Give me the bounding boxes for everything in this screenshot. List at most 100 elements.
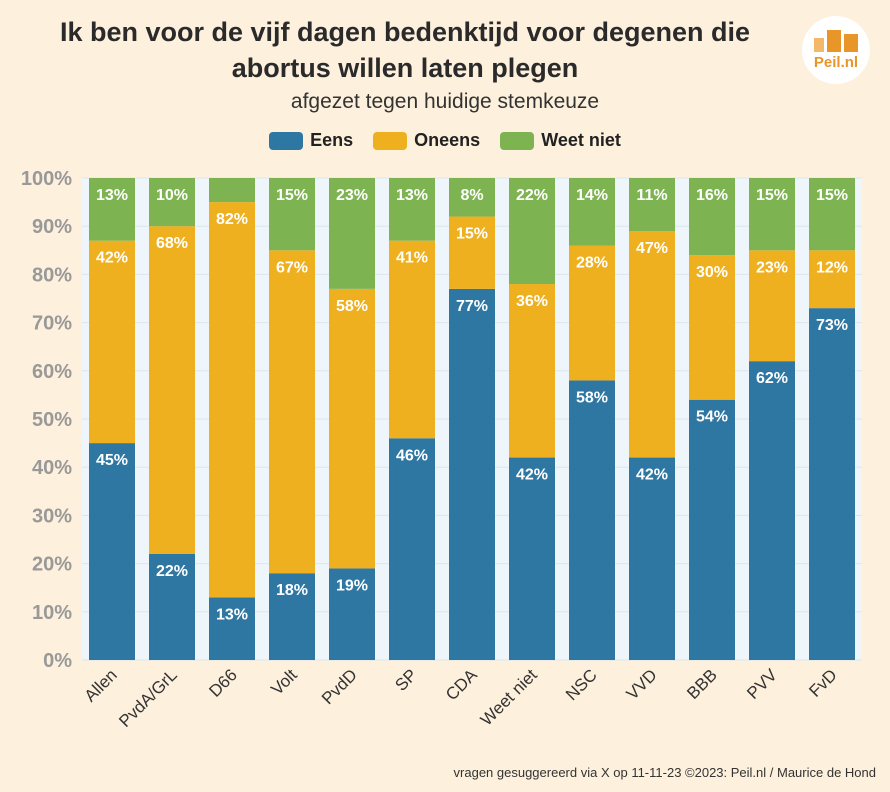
legend: Eens Oneens Weet niet [0, 130, 890, 151]
data-label: 22% [156, 563, 188, 580]
bar-oneens-fvd [809, 250, 855, 309]
y-tick-label: 30% [32, 505, 72, 527]
y-tick-label: 80% [32, 264, 72, 286]
legend-label-oneens: Oneens [414, 130, 481, 150]
data-label: 22% [516, 187, 548, 204]
bar-oneens-vvd [629, 231, 675, 458]
data-label: 11% [636, 187, 667, 204]
x-tick-label: SP [391, 665, 420, 694]
bar-eens-nsc [569, 380, 615, 660]
x-tick-label: Weet niet [477, 665, 541, 729]
chart-title: Ik ben voor de vijf dagen bedenktijd voo… [20, 14, 790, 86]
bar-eens-weet-niet [509, 457, 555, 660]
data-label: 58% [336, 298, 368, 315]
bar-oneens-sp [389, 240, 435, 439]
footer-credit: vragen gesuggereerd via X op 11-11-23 ©2… [453, 765, 876, 780]
data-label: 12% [816, 259, 848, 276]
bar-weet-niet-vvd [629, 178, 675, 232]
data-label: 23% [756, 259, 788, 276]
data-label: 8% [460, 187, 483, 204]
data-label: 67% [276, 259, 308, 276]
bar-oneens-allen [89, 240, 135, 444]
bar-eens-pvda-grl [149, 553, 195, 660]
data-label: 14% [576, 187, 608, 204]
y-tick-label: 100% [21, 168, 72, 190]
bar-oneens-bbb [689, 255, 735, 400]
x-tick-label: Volt [267, 665, 301, 699]
bar-eens-pvdd [329, 568, 375, 660]
legend-label-eens: Eens [310, 130, 354, 150]
data-label: 47% [636, 240, 668, 257]
bar-weet-niet-allen [89, 178, 135, 241]
data-label: 68% [156, 235, 188, 252]
peil-logo: Peil.nl [802, 16, 870, 84]
bar-weet-niet-sp [389, 178, 435, 241]
bar-chart-icon [814, 30, 858, 52]
y-tick-label: 70% [32, 313, 72, 335]
bar-eens-pvv [749, 361, 795, 660]
y-tick-label: 40% [32, 457, 72, 479]
data-label: 42% [636, 467, 668, 484]
data-label: 13% [216, 606, 248, 623]
bar-eens-volt [269, 573, 315, 660]
title-line-1: Ik ben voor de vijf dagen bedenktijd voo… [59, 17, 751, 47]
data-label: 18% [276, 582, 308, 599]
data-label: 41% [396, 250, 428, 267]
data-label: 36% [516, 293, 548, 310]
bar-weet-niet-pvda-grl [149, 178, 195, 227]
bar-eens-vvd [629, 457, 675, 660]
data-label: 13% [396, 187, 428, 204]
bar-eens-allen [89, 443, 135, 660]
bar-eens-bbb [689, 399, 735, 660]
x-tick-label: FvD [805, 665, 840, 700]
x-tick-label: CDA [442, 665, 481, 704]
y-tick-label: 10% [32, 602, 72, 624]
bar-oneens-pvda-grl [149, 226, 195, 554]
bar-weet-niet-volt [269, 178, 315, 251]
data-label: 45% [96, 452, 128, 469]
y-tick-label: 20% [32, 554, 72, 576]
bar-oneens-volt [269, 250, 315, 574]
data-label: 42% [516, 467, 548, 484]
bar-weet-niet-pvv [749, 178, 795, 251]
legend-item-weet-niet: Weet niet [500, 130, 621, 151]
bar-weet-niet-bbb [689, 178, 735, 256]
x-tick-label: PVV [743, 665, 781, 703]
bar-oneens-cda [449, 216, 495, 289]
bar-weet-niet-cda [449, 178, 495, 217]
bar-eens-cda [449, 288, 495, 660]
y-tick-label: 0% [43, 650, 72, 672]
data-label: 15% [276, 187, 308, 204]
chart-subtitle: afgezet tegen huidige stemkeuze [290, 90, 600, 113]
data-label: 73% [816, 317, 848, 334]
data-label: 54% [696, 409, 728, 426]
bar-eens-d66 [209, 597, 255, 660]
data-label: 15% [756, 187, 788, 204]
data-label: 58% [576, 389, 608, 406]
legend-swatch-weet-niet [500, 131, 535, 150]
logo-text: Peil.nl [813, 54, 859, 71]
x-tick-label: PvdD [318, 665, 361, 708]
bar-weet-niet-d66 [209, 178, 255, 203]
data-label: 23% [336, 187, 368, 204]
bar-oneens-d66 [209, 202, 255, 598]
y-tick-label: 60% [32, 361, 72, 383]
data-label: 13% [96, 187, 128, 204]
bar-oneens-nsc [569, 245, 615, 381]
data-label: 30% [696, 264, 728, 281]
data-label: 77% [456, 298, 488, 315]
legend-label-weet-niet: Weet niet [541, 130, 621, 150]
data-label: 46% [396, 447, 428, 464]
bar-eens-fvd [809, 308, 855, 660]
legend-swatch-eens [269, 131, 304, 150]
data-label: 62% [756, 370, 788, 387]
legend-item-oneens: Oneens [373, 130, 480, 151]
x-tick-label: PvdA/GrL [115, 665, 181, 731]
data-label: 28% [576, 254, 608, 271]
data-label: 42% [96, 250, 128, 267]
legend-swatch-oneens [373, 131, 408, 150]
x-tick-label: VVD [623, 665, 661, 703]
legend-item-eens: Eens [269, 130, 353, 151]
bar-oneens-pvdd [329, 288, 375, 569]
x-tick-label: BBB [683, 665, 720, 702]
